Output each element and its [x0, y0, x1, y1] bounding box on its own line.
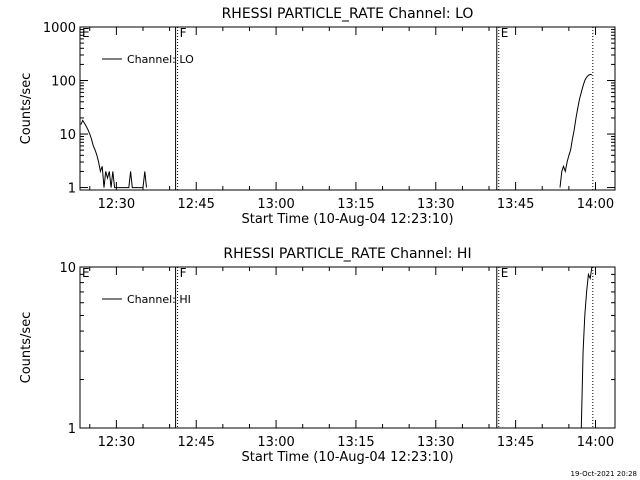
legend-label: Channel: LO	[127, 53, 194, 66]
flag-label: E	[501, 266, 509, 280]
y-tick-label: 10	[59, 128, 76, 143]
x-tick-label: 13:15	[337, 435, 374, 450]
footer-timestamp: 19-Oct-2021 20:28	[571, 470, 637, 478]
x-tick-label: 12:45	[177, 197, 214, 212]
x-tick-label: 13:30	[417, 435, 454, 450]
y-axis-label: Counts/sec	[19, 73, 34, 145]
panel-1: RHESSI PARTICLE_RATE Channel: LO 1 10 100 10…	[19, 6, 616, 227]
series-line	[580, 267, 593, 428]
legend-label: Channel: HI	[127, 293, 191, 306]
flag-label: F	[180, 266, 187, 280]
flag-label: E	[82, 26, 90, 40]
x-tick-label: 12:45	[177, 435, 214, 450]
x-tick-label: 12:30	[98, 197, 135, 212]
y-tick-label: 1	[68, 422, 76, 437]
x-tick-label: 13:00	[257, 197, 294, 212]
flag-label: E	[82, 266, 90, 280]
y-axis-label: Counts/sec	[19, 312, 34, 384]
x-tick-label: 13:00	[257, 435, 294, 450]
x-tick-label: 13:15	[337, 197, 374, 212]
x-tick-label: 13:45	[497, 197, 534, 212]
x-tick-label: 14:00	[577, 435, 614, 450]
x-tick-label: 12:30	[98, 435, 135, 450]
panel-2: RHESSI PARTICLE_RATE Channel: HI 1 10 Count…	[19, 246, 616, 465]
y-tick-label: 10	[59, 261, 76, 276]
x-axis-label: Start Time (10-Aug-04 12:23:10)	[241, 450, 453, 465]
series-line	[80, 119, 147, 189]
x-axis-label: Start Time (10-Aug-04 12:23:10)	[241, 212, 453, 227]
chart-title: RHESSI PARTICLE_RATE Channel: LO	[222, 6, 474, 22]
plot-frame	[79, 266, 616, 429]
x-tick-label: 14:00	[577, 197, 614, 212]
y-tick-label: 100	[51, 75, 76, 90]
flag-label: E	[501, 26, 509, 40]
x-tick-label: 13:45	[497, 435, 534, 450]
chart-title: RHESSI PARTICLE_RATE Channel: HI	[223, 246, 471, 262]
x-tick-label: 13:30	[417, 197, 454, 212]
flag-label: F	[180, 26, 187, 40]
series-line	[559, 73, 593, 188]
y-tick-label: 1	[68, 182, 76, 197]
y-tick-label: 1000	[43, 21, 76, 36]
